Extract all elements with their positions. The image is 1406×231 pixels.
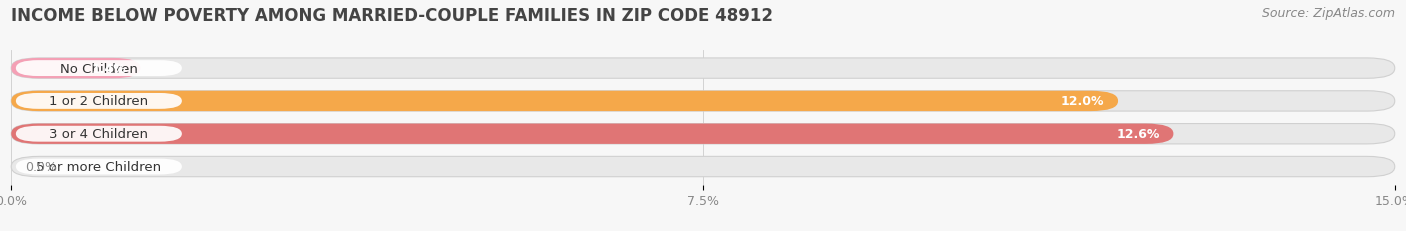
Text: 12.0%: 12.0% — [1060, 95, 1104, 108]
FancyBboxPatch shape — [15, 94, 181, 109]
Text: 5 or more Children: 5 or more Children — [37, 160, 162, 173]
Text: No Children: No Children — [60, 62, 138, 75]
FancyBboxPatch shape — [11, 157, 1395, 177]
FancyBboxPatch shape — [15, 126, 181, 142]
FancyBboxPatch shape — [15, 61, 181, 77]
FancyBboxPatch shape — [11, 124, 1174, 144]
Text: INCOME BELOW POVERTY AMONG MARRIED-COUPLE FAMILIES IN ZIP CODE 48912: INCOME BELOW POVERTY AMONG MARRIED-COUPL… — [11, 7, 773, 25]
FancyBboxPatch shape — [11, 124, 1395, 144]
FancyBboxPatch shape — [15, 159, 181, 175]
Text: 12.6%: 12.6% — [1116, 128, 1160, 141]
FancyBboxPatch shape — [11, 59, 1395, 79]
FancyBboxPatch shape — [11, 59, 141, 79]
Text: Source: ZipAtlas.com: Source: ZipAtlas.com — [1261, 7, 1395, 20]
Text: 1 or 2 Children: 1 or 2 Children — [49, 95, 149, 108]
FancyBboxPatch shape — [11, 91, 1118, 112]
Text: 3 or 4 Children: 3 or 4 Children — [49, 128, 149, 141]
Text: 1.4%: 1.4% — [91, 62, 127, 75]
Text: 0.0%: 0.0% — [25, 160, 58, 173]
FancyBboxPatch shape — [11, 91, 1395, 112]
